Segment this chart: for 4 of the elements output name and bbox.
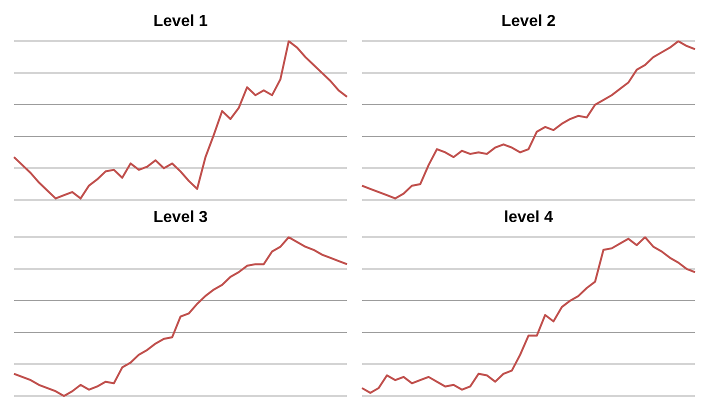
chart-title: Level 3 [153,209,208,226]
chart-title: level 4 [504,209,554,226]
chart-title: Level 2 [501,13,556,30]
chart-title: Level 1 [153,13,208,30]
